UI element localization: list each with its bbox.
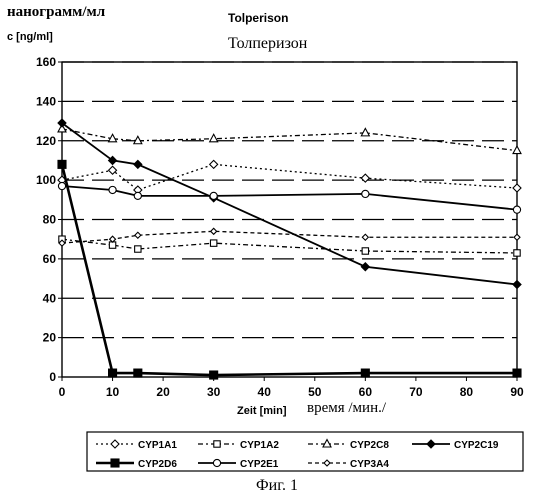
data-point-CYP1A2 bbox=[514, 250, 520, 256]
data-point-CYP2E1 bbox=[362, 190, 369, 197]
data-point-CYP3A4 bbox=[135, 232, 141, 238]
data-point-CYP1A1 bbox=[513, 184, 521, 192]
data-point-CYP2C8 bbox=[361, 128, 369, 136]
data-point-CYP2C19 bbox=[361, 263, 369, 271]
data-point-CYP3A4 bbox=[514, 234, 520, 240]
y-tick-label: 140 bbox=[36, 94, 56, 108]
x-tick-label: 60 bbox=[359, 385, 373, 399]
series-line-CYP1A2 bbox=[62, 239, 517, 253]
data-point-CYP3A4 bbox=[362, 234, 368, 240]
legend-label: CYP2D6 bbox=[138, 459, 177, 470]
y-tick-label: 100 bbox=[36, 173, 56, 187]
x-tick-label: 30 bbox=[207, 385, 221, 399]
data-point-CYP2E1 bbox=[513, 206, 520, 213]
x-tick-label: 40 bbox=[258, 385, 272, 399]
x-tick-label: 0 bbox=[59, 385, 66, 399]
data-point-CYP2E1 bbox=[58, 182, 65, 189]
legend-label: CYP2E1 bbox=[240, 459, 279, 470]
legend-label: CYP2C19 bbox=[454, 440, 499, 451]
legend-marker bbox=[111, 459, 119, 467]
series-line-CYP2C19 bbox=[62, 123, 517, 284]
legend-label: CYP1A2 bbox=[240, 440, 279, 451]
data-point-CYP2D6 bbox=[210, 371, 218, 379]
y-tick-label: 80 bbox=[43, 213, 57, 227]
y-tick-label: 0 bbox=[49, 370, 56, 384]
x-tick-label: 10 bbox=[106, 385, 120, 399]
data-point-CYP1A2 bbox=[135, 246, 141, 252]
y-tick-label: 120 bbox=[36, 134, 56, 148]
y-tick-label: 40 bbox=[43, 291, 57, 305]
x-tick-label: 50 bbox=[308, 385, 322, 399]
data-point-CYP2C8 bbox=[210, 134, 218, 142]
data-point-CYP2D6 bbox=[58, 160, 66, 168]
data-point-CYP2C19 bbox=[513, 280, 521, 288]
series-line-CYP2D6 bbox=[62, 164, 517, 375]
x-tick-label: 80 bbox=[460, 385, 474, 399]
y-tick-label: 60 bbox=[43, 252, 57, 266]
series-line-CYP2C8 bbox=[62, 129, 517, 151]
data-point-CYP1A2 bbox=[362, 248, 368, 254]
x-tick-label: 20 bbox=[156, 385, 170, 399]
series-CYP1A2 bbox=[59, 236, 520, 256]
series-CYP2E1 bbox=[58, 182, 520, 213]
series-CYP1A1 bbox=[58, 160, 521, 194]
data-point-CYP3A4 bbox=[211, 228, 217, 234]
legend-marker bbox=[213, 459, 220, 466]
data-point-CYP2E1 bbox=[210, 192, 217, 199]
data-point-CYP1A1 bbox=[210, 160, 218, 168]
data-point-CYP2D6 bbox=[361, 369, 369, 377]
y-tick-label: 20 bbox=[43, 331, 57, 345]
data-point-CYP1A2 bbox=[210, 240, 216, 246]
data-point-CYP3A4 bbox=[110, 236, 116, 242]
data-point-CYP2D6 bbox=[134, 369, 142, 377]
series-line-CYP2E1 bbox=[62, 186, 517, 210]
series-CYP2C8 bbox=[58, 124, 521, 153]
data-point-CYP2C8 bbox=[513, 146, 521, 154]
data-point-CYP2D6 bbox=[109, 369, 117, 377]
x-tick-label: 70 bbox=[409, 385, 423, 399]
data-point-CYP2C19 bbox=[134, 160, 142, 168]
series-line-CYP1A1 bbox=[62, 164, 517, 190]
data-point-CYP1A1 bbox=[361, 174, 369, 182]
data-point-CYP2E1 bbox=[109, 186, 116, 193]
data-point-CYP2D6 bbox=[513, 369, 521, 377]
series-CYP3A4 bbox=[59, 228, 520, 246]
data-point-CYP2E1 bbox=[134, 192, 141, 199]
legend-label: CYP3A4 bbox=[350, 459, 389, 470]
x-tick-label: 90 bbox=[510, 385, 524, 399]
legend-marker bbox=[214, 441, 220, 447]
legend-label: CYP1A1 bbox=[138, 440, 177, 451]
legend-label: CYP2C8 bbox=[350, 440, 389, 451]
y-tick-label: 160 bbox=[36, 55, 56, 69]
